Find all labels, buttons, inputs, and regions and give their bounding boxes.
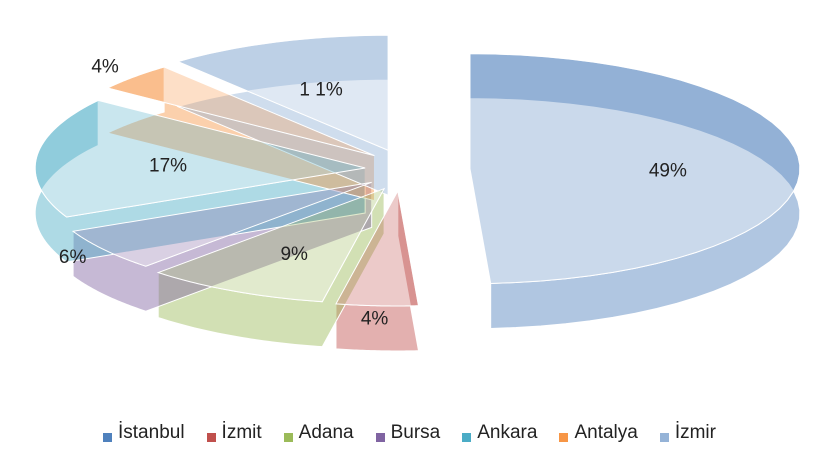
data-label: 17% (149, 156, 187, 177)
legend-item: İzmir (659, 422, 716, 444)
legend-label: Antalya (574, 422, 638, 443)
legend-swatch (103, 432, 112, 442)
legend-label: Ankara (477, 422, 538, 443)
legend-label: Adana (298, 422, 354, 443)
data-label: 1 1% (299, 79, 342, 100)
legend-label: İstanbul (118, 422, 185, 443)
chart: 49% 4% 9% 6% 17% 4% 1 1% (34, 34, 801, 352)
slice (156, 187, 386, 303)
slice (176, 34, 389, 151)
data-labels: 49% 4% 9% 6% 17% 4% 1 1% (59, 56, 687, 329)
legend-item: İzmit (206, 422, 262, 444)
data-label: 6% (59, 247, 87, 268)
legend: İstanbul İzmit Adana Bursa Ankara Antalya İzmi… (0, 422, 819, 444)
slice-tops (34, 34, 801, 307)
data-label: 49% (649, 161, 687, 182)
legend-swatch (462, 432, 472, 442)
legend-item: Antalya (559, 422, 638, 444)
data-label: 9% (280, 244, 308, 265)
legend-swatch (659, 432, 669, 442)
legend-swatch (283, 432, 293, 442)
legend-label: İzmir (674, 422, 716, 443)
slice (71, 181, 372, 267)
legend-label: İzmit (221, 422, 262, 443)
data-label: 4% (361, 309, 389, 330)
data-label: 4% (91, 56, 119, 77)
slice (34, 99, 366, 218)
legend-item: İstanbul (103, 422, 185, 444)
legend-item: Ankara (462, 422, 537, 444)
legend-swatch (206, 432, 216, 442)
slice (106, 66, 375, 157)
legend-item: Bursa (375, 422, 441, 444)
slice (335, 189, 420, 307)
legend-swatch (375, 432, 385, 442)
legend-label: Bursa (390, 422, 441, 443)
slice (469, 53, 801, 284)
legend-item: Adana (283, 422, 354, 444)
legend-swatch (559, 432, 569, 442)
